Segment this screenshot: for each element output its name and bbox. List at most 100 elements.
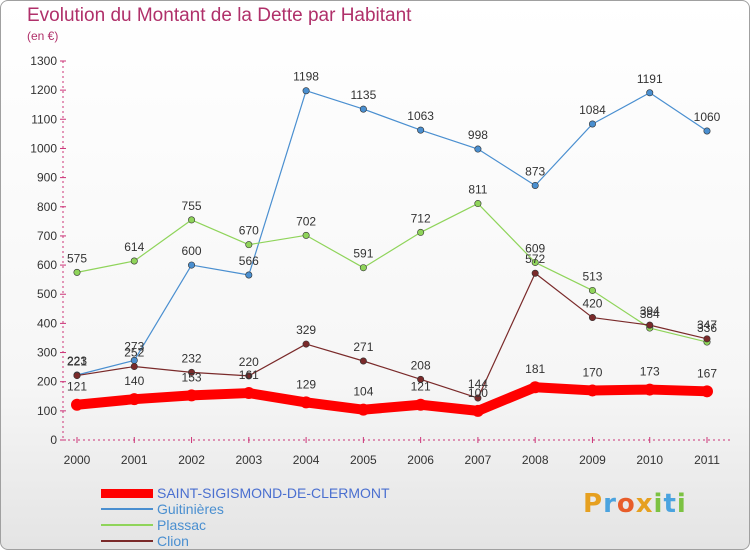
series-2-point	[359, 264, 367, 272]
series-0-point	[471, 404, 484, 417]
series-3-data-label: 220	[239, 355, 259, 369]
legend-label: Plassac	[157, 517, 207, 533]
series-0-point	[242, 387, 255, 400]
series-0-point	[128, 393, 141, 406]
series-3-point	[588, 314, 596, 322]
x-tick-label: 2000	[64, 453, 91, 467]
x-tick-label: 2011	[694, 453, 720, 467]
x-tick-label: 2010	[636, 453, 663, 467]
series-layer	[71, 87, 713, 417]
series-0-point	[701, 385, 713, 398]
series-0-data-label: 161	[239, 368, 259, 382]
x-tick-label: 2003	[235, 453, 262, 467]
x-tick-label: 2006	[407, 453, 434, 467]
legend-swatch	[101, 508, 153, 510]
series-2-point	[245, 241, 253, 249]
series-1-data-label: 1191	[637, 72, 663, 86]
series-1-point	[359, 105, 367, 113]
series-3-point	[359, 357, 367, 365]
y-tick-label: 300	[37, 346, 57, 360]
series-3-data-label: 329	[296, 323, 316, 337]
logo-letter: P	[583, 489, 604, 519]
y-tick-label: 400	[37, 316, 57, 330]
y-tick-label: 700	[37, 229, 57, 243]
series-0-data-label: 167	[697, 366, 717, 380]
series-0-point	[586, 384, 599, 397]
x-tick-label: 2007	[465, 453, 492, 467]
series-1-data-label: 1084	[579, 103, 606, 117]
y-tick-label: 500	[37, 287, 57, 301]
series-2-point	[474, 200, 482, 208]
y-tick-label: 800	[37, 200, 57, 214]
logo-letter: i	[676, 489, 687, 519]
legend-swatch	[101, 488, 153, 498]
series-1-point	[474, 145, 482, 153]
series-2-point	[302, 231, 310, 239]
series-0-data-label: 173	[640, 365, 660, 379]
chart-unit-label: (en €)	[27, 29, 59, 43]
series-3-point	[531, 269, 539, 277]
series-0-data-label: 121	[67, 380, 87, 394]
series-0-data-label: 170	[582, 365, 602, 379]
series-3-point	[188, 368, 196, 376]
chart-axes: 0 100 200 300 400 500 600 700 800 900 1000 1100 1200…	[30, 54, 731, 467]
series-0-data-label: 129	[296, 377, 316, 391]
series-3-data-label: 144	[468, 377, 488, 391]
series-line-1	[76, 90, 708, 376]
series-2-data-label: 336	[697, 321, 717, 335]
series-line-3	[76, 272, 708, 399]
series-2-data-label: 384	[640, 307, 660, 321]
series-1-data-label: 873	[525, 164, 545, 178]
series-3-data-label: 394	[640, 304, 660, 318]
x-tick-label: 2005	[350, 453, 377, 467]
series-1-data-label: 1063	[407, 109, 434, 123]
series-1-point	[703, 127, 711, 135]
series-1-point	[302, 87, 310, 95]
series-0-point	[185, 389, 198, 402]
line-chart: 0 100 200 300 400 500 600 700 800 900 1000 1100 1200…	[30, 54, 731, 467]
series-2-data-label: 755	[182, 199, 202, 213]
series-3-point	[302, 340, 310, 348]
y-tick-label: 1000	[30, 141, 57, 155]
series-3-point	[474, 394, 482, 402]
series-0-point	[71, 398, 83, 411]
y-tick-label: 600	[37, 258, 57, 272]
y-tick-label: 900	[37, 171, 57, 185]
series-2-data-label: 670	[239, 224, 259, 238]
series-0-point	[643, 383, 656, 396]
logo-letter: o	[616, 489, 636, 519]
series-2-data-label: 609	[525, 241, 545, 255]
series-1-data-label: 273	[124, 339, 144, 353]
series-1-point	[531, 181, 539, 189]
legend-label: SAINT-SIGISMOND-DE-CLERMONT	[157, 485, 390, 501]
y-tick-label: 100	[37, 404, 57, 418]
x-tick-label: 2002	[178, 453, 205, 467]
legend-label: Guitinières	[157, 501, 224, 517]
series-0-point	[529, 381, 542, 394]
series-1-point	[417, 126, 425, 134]
series-1-point	[245, 271, 253, 279]
series-2-data-label: 513	[582, 269, 602, 283]
x-tick-label: 2001	[121, 453, 148, 467]
chart-title: Evolution du Montant de la Dette par Hab…	[27, 5, 412, 26]
legend-swatch	[101, 540, 153, 542]
series-3-point	[703, 335, 711, 343]
y-tick-label: 0	[50, 433, 57, 447]
series-2-point	[188, 216, 196, 224]
series-3-point	[245, 372, 253, 380]
series-1-data-label: 998	[468, 128, 488, 142]
series-3-data-label: 572	[525, 252, 545, 266]
series-0-data-label: 153	[182, 370, 202, 384]
y-tick-label: 1300	[30, 54, 57, 68]
data-labels-layer: 223 273 600 566 1198 1135 1063 998 873 1084 1191 10…	[67, 70, 721, 400]
series-3-point	[646, 321, 654, 329]
series-1-data-label: 566	[239, 254, 259, 268]
series-0-point	[300, 396, 313, 409]
series-2-data-label: 811	[468, 183, 487, 197]
proxiti-logo: Proxiti	[583, 489, 687, 519]
series-2-data-label: 591	[353, 247, 373, 261]
series-1-point	[646, 89, 654, 97]
series-1-data-label: 1198	[293, 70, 319, 84]
series-0-point	[414, 398, 427, 411]
